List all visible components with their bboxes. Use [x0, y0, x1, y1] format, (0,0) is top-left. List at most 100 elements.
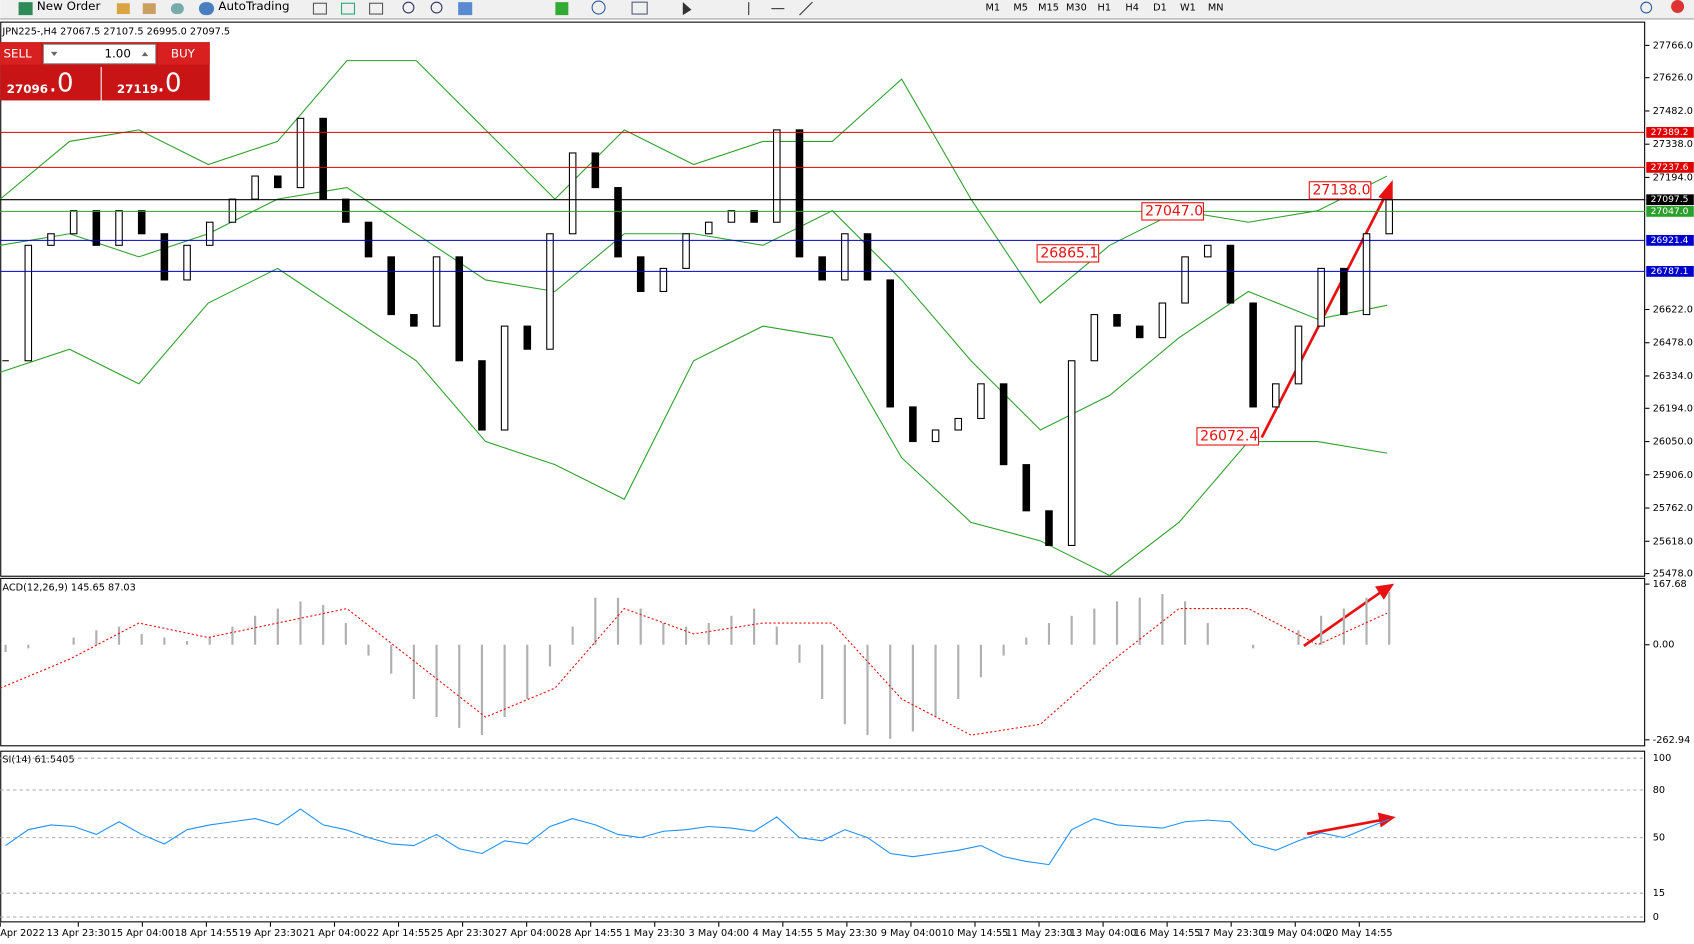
sell-button[interactable] [0, 43, 42, 65]
candle [909, 406, 917, 443]
candle [160, 233, 169, 281]
candle [1362, 233, 1371, 316]
trend-arrow [1306, 818, 1383, 836]
timeframe-button[interactable]: H4 [1125, 3, 1138, 14]
toolbar [0, 0, 1694, 19]
tool-icons [116, 0, 1685, 16]
candle [274, 175, 282, 189]
candle [977, 383, 985, 420]
candle [251, 175, 259, 200]
price-annotation: 27138.0 [1313, 182, 1371, 198]
tool-icon[interactable] [369, 2, 384, 15]
candle [115, 210, 123, 246]
arrow-head [1378, 179, 1393, 203]
y-tick-label: 26478.0 [1653, 338, 1693, 349]
arrow-head [1377, 812, 1396, 828]
sell-label[interactable]: SELL [3, 47, 32, 61]
price-level-box [1646, 265, 1694, 277]
buy-price[interactable]: 27119 [117, 82, 158, 96]
tile-windows[interactable] [458, 2, 473, 16]
price-level-box [1646, 234, 1694, 246]
y-tick-label: 50 [1653, 833, 1665, 844]
timeframe-button[interactable]: W1 [1180, 3, 1196, 14]
y-tick-label: 100 [1653, 753, 1672, 764]
candle [636, 256, 645, 293]
x-tick-label: 21 Apr 04:00 [303, 928, 366, 939]
periods[interactable] [591, 0, 606, 15]
timeframe-button[interactable]: M5 [1013, 3, 1028, 14]
trend-tool[interactable] [799, 1, 813, 16]
x-tick-label: 1 May 23:30 [625, 928, 685, 939]
candle [1203, 244, 1212, 258]
buy-button[interactable] [157, 43, 210, 65]
tool-icon[interactable] [170, 3, 184, 15]
arrow-head [1375, 583, 1395, 600]
candle [1090, 314, 1099, 362]
band-line [0, 267, 1388, 577]
autotrading-button[interactable]: AutoTrading [218, 0, 289, 13]
timeframe-button[interactable]: H1 [1098, 3, 1112, 14]
lots-up[interactable] [141, 51, 149, 57]
tool-icon[interactable] [340, 2, 356, 15]
timeframe-button[interactable]: M15 [1038, 3, 1059, 14]
zoom-out[interactable] [430, 1, 443, 14]
macd-header: ACD(12,26,9) 145.65 87.03 [2, 583, 135, 594]
buy-price-frac[interactable]: .0 [157, 69, 182, 99]
new-order-button[interactable]: New Order [37, 0, 101, 13]
y-tick-label: 26194.0 [1653, 403, 1693, 414]
candle [296, 117, 305, 189]
notifications[interactable] [1671, 0, 1685, 13]
candle [818, 256, 826, 281]
lots-value[interactable]: 1.00 [104, 47, 130, 61]
x-tick-label: 10 May 14:55 [942, 928, 1009, 939]
indicators[interactable] [555, 2, 569, 16]
templates[interactable] [631, 1, 648, 15]
candle [228, 198, 237, 223]
cursor-tool[interactable] [682, 2, 692, 16]
buy-label[interactable]: BUY [171, 47, 196, 61]
candle [319, 117, 327, 200]
price-annotation: 26072.4 [1200, 428, 1258, 444]
candle [931, 429, 940, 443]
zoom-in[interactable] [402, 1, 415, 14]
autotrading-icon[interactable] [198, 2, 215, 16]
candle [342, 198, 350, 223]
lots-input[interactable] [42, 43, 157, 65]
timeframe-button[interactable]: D1 [1153, 3, 1167, 14]
candle [886, 279, 894, 408]
candle [1181, 256, 1189, 304]
y-tick-label: 25478.0 [1653, 569, 1693, 580]
candle [500, 325, 509, 431]
sell-price[interactable]: 27096 [7, 82, 48, 96]
timeframe-button[interactable]: M30 [1066, 3, 1087, 14]
tool-icon[interactable] [312, 2, 327, 15]
candle [364, 221, 373, 258]
x-tick-label: 19 May 04:00 [1262, 928, 1329, 939]
y-tick-label: 25762.0 [1653, 503, 1693, 514]
candle [1317, 267, 1325, 327]
y-tick-label: 0 [1653, 912, 1659, 923]
price-level-label: 27097.5 [1651, 194, 1689, 205]
candle [614, 187, 622, 258]
y-tick-label: 80 [1653, 785, 1665, 796]
sell-price-frac[interactable]: .0 [49, 69, 74, 99]
candle [1385, 199, 1393, 235]
candle [863, 233, 872, 281]
y-tick-label: 167.68 [1653, 579, 1687, 590]
tool-icon[interactable] [116, 3, 130, 15]
candle [773, 129, 781, 223]
timeframe-button[interactable]: MN [1208, 3, 1224, 14]
search[interactable] [1640, 1, 1653, 14]
y-tick-label: -262.94 [1653, 735, 1691, 746]
tool-icon[interactable] [142, 3, 156, 15]
x-tick-label: 11 May 23:30 [1006, 928, 1073, 939]
lots-down[interactable] [50, 51, 58, 57]
x-tick-label: 16 May 14:55 [1134, 928, 1201, 939]
new-order-icon[interactable] [18, 2, 33, 16]
timeframe-button[interactable]: M1 [986, 3, 1001, 14]
x-tick-label: 3 May 04:00 [689, 928, 749, 939]
x-tick-label: 15 Apr 04:00 [111, 928, 174, 939]
candle [137, 210, 146, 235]
candle [69, 210, 78, 235]
x-tick-label: 20 May 14:55 [1326, 928, 1393, 939]
